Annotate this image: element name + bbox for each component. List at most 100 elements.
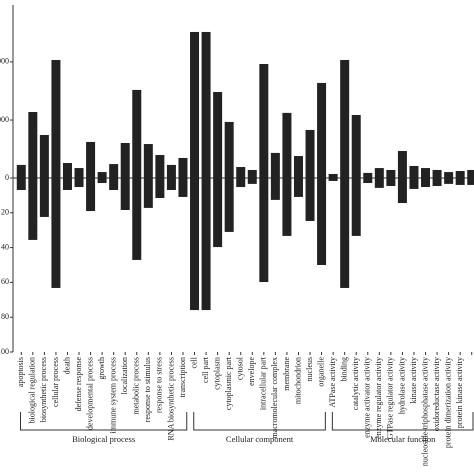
- x-tick-label: organelle: [316, 357, 325, 387]
- y-tick-label: 60: [1, 277, 9, 286]
- bar: [51, 59, 61, 178]
- bar: [86, 177, 96, 212]
- bar: [340, 177, 350, 288]
- group-bracket: [20, 412, 188, 431]
- x-tick-label: enzyme activator activity: [363, 357, 372, 438]
- x-tick-label: cell: [189, 356, 198, 368]
- bar: [28, 112, 38, 178]
- bar: [28, 177, 38, 240]
- x-tick-label: intracellular part: [259, 356, 268, 410]
- x-tick-label: cytoplasmic part: [224, 356, 233, 410]
- x-tick-label: growth: [97, 357, 106, 380]
- bar: [317, 82, 327, 178]
- bar: [270, 177, 280, 200]
- x-tick-label: biosynthetic process: [39, 357, 48, 422]
- bar: [282, 177, 292, 236]
- bar: [236, 177, 246, 188]
- x-tick-label: nucleoside-triphosphatase activity: [420, 357, 429, 466]
- bar: [444, 172, 454, 178]
- x-tick-label: response to stress: [155, 357, 164, 413]
- x-tick-label: biological regulation: [28, 357, 37, 423]
- bar: [455, 171, 465, 178]
- bar: [374, 168, 384, 178]
- group-label: Biological process: [72, 434, 135, 444]
- x-tick-label: cytosol: [236, 356, 245, 380]
- x-tick-label: cell part: [201, 356, 210, 383]
- bar: [143, 177, 153, 208]
- bar: [467, 169, 474, 178]
- bar: [421, 168, 431, 178]
- bar: [213, 177, 223, 248]
- bar: [293, 156, 303, 178]
- x-tick-label: mitochondrion: [293, 357, 302, 404]
- bar: [432, 177, 442, 186]
- x-tick-label: protein kinase activity: [455, 357, 464, 428]
- bar: [432, 169, 442, 178]
- group-label: Cellular component: [226, 434, 294, 444]
- bar: [305, 177, 315, 221]
- bar: [224, 121, 234, 178]
- bar: [16, 164, 26, 178]
- bar: [16, 177, 26, 190]
- bar: [386, 169, 396, 178]
- bar: [213, 92, 223, 178]
- x-tick-label: macromolecular complex: [270, 357, 279, 439]
- bar: [120, 177, 130, 210]
- bar: [74, 168, 84, 178]
- bar: [132, 89, 142, 178]
- y-tick-label: 100: [0, 347, 9, 356]
- bar: [62, 163, 72, 178]
- bar: [97, 177, 107, 184]
- x-tick-label: RNA biosynthetic process: [166, 357, 175, 441]
- bar: [62, 177, 72, 190]
- x-tick-label: hydrolase activity: [397, 357, 406, 414]
- x-tick-label: protein dimerization activity: [443, 357, 452, 448]
- x-tick-label: ATPase activity: [328, 357, 337, 407]
- x-tick-label: oxidoreductase activity: [432, 357, 441, 431]
- y-tick-label: 0: [5, 173, 9, 182]
- bar: [109, 177, 119, 190]
- x-tick-label: binding: [340, 357, 349, 381]
- x-tick-label: GTPase regulator activity: [386, 357, 395, 439]
- bar: [328, 173, 338, 178]
- bar: [190, 31, 200, 178]
- bar: [155, 177, 165, 198]
- bar: [201, 177, 211, 311]
- bar: [351, 177, 361, 236]
- bar: [143, 144, 153, 178]
- bar: [166, 164, 176, 178]
- bar: [386, 177, 396, 186]
- bar: [363, 177, 373, 184]
- bar: [259, 63, 269, 178]
- bar: [155, 155, 165, 178]
- bar: [259, 177, 269, 283]
- bar: [39, 177, 49, 217]
- group-bracket: [331, 412, 474, 431]
- x-tick-label: developmental process: [85, 357, 94, 430]
- bar: [51, 177, 61, 288]
- bar: [363, 172, 373, 178]
- x-tick-label: metabolic process: [132, 357, 141, 415]
- x-tick-label: response to stimulus: [143, 357, 152, 422]
- x-tick-label: transcription: [178, 357, 187, 397]
- x-tick-label: catalytic activity: [351, 357, 360, 410]
- bar: [374, 177, 384, 188]
- bar: [86, 141, 96, 178]
- bar: [282, 112, 292, 178]
- bar: [409, 177, 419, 189]
- y-tick-label: 000: [0, 57, 9, 66]
- x-tick-label: kinase activity: [409, 357, 418, 403]
- bar: [224, 177, 234, 232]
- bar: [455, 177, 465, 185]
- bar: [317, 177, 327, 265]
- bar: [201, 31, 211, 178]
- x-tick-label: nucleus: [305, 357, 314, 381]
- x-tick-label: membrane: [282, 357, 291, 391]
- x-tick-label: immune system process: [109, 357, 118, 433]
- bar: [409, 165, 419, 178]
- bar: [397, 151, 407, 178]
- y-tick-label: 40: [1, 242, 9, 251]
- bar: [74, 177, 84, 188]
- group-label: Molecular function: [370, 434, 436, 444]
- y-tick-label: 000: [0, 115, 9, 124]
